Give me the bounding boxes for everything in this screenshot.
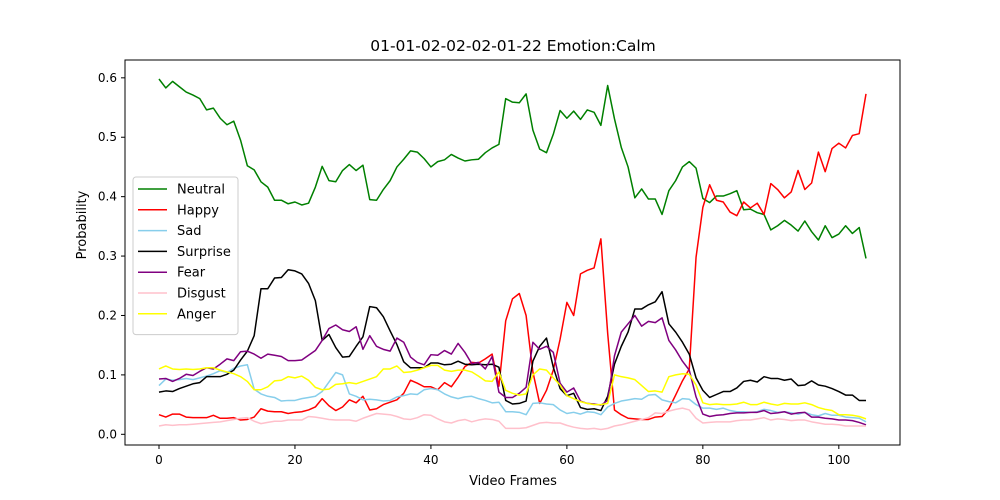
y-tick-label: 0.1: [98, 368, 117, 382]
legend-label-surprise: Surprise: [177, 245, 231, 260]
x-tick-label: 100: [827, 453, 850, 467]
legend-box: [132, 176, 239, 336]
series-line-fear: [158, 314, 867, 426]
x-axis-label: Video Frames: [469, 474, 557, 489]
y-tick-label: 0.0: [98, 427, 117, 441]
y-tick-label: 0.5: [98, 130, 117, 144]
y-tick-label: 0.4: [98, 190, 117, 204]
legend: Neutral Happy Sad Surprise Fear Disgust Anger: [132, 176, 239, 336]
legend-label-disgust: Disgust: [177, 287, 226, 302]
chart-title: 01-01-02-02-02-01-22 Emotion:Calm: [370, 37, 656, 55]
x-tick-label: 40: [423, 453, 438, 467]
series-line-disgust: [158, 407, 867, 431]
x-axis-ticks: 0 20 40 60 80 100: [155, 445, 850, 467]
y-axis-ticks: 0.0 0.1 0.2 0.3 0.4 0.5 0.6: [98, 71, 125, 441]
series-line-happy: [158, 93, 867, 421]
legend-label-sad: Sad: [177, 224, 201, 239]
x-tick-label: 0: [155, 453, 163, 467]
series-line-neutral: [158, 78, 867, 259]
x-tick-label: 20: [287, 453, 302, 467]
x-tick-label: 80: [695, 453, 710, 467]
y-tick-label: 0.6: [98, 71, 117, 85]
y-axis-label: Probability: [75, 190, 90, 259]
legend-label-neutral: Neutral: [177, 183, 225, 198]
legend-label-happy: Happy: [177, 203, 219, 218]
y-tick-label: 0.3: [98, 249, 117, 263]
legend-label-fear: Fear: [177, 266, 206, 281]
plot-lines: [158, 78, 867, 431]
legend-label-anger: Anger: [177, 307, 216, 322]
series-line-anger: [158, 364, 867, 420]
y-tick-label: 0.2: [98, 308, 117, 322]
x-tick-label: 60: [559, 453, 574, 467]
series-line-surprise: [158, 268, 867, 412]
plot-frame: [124, 59, 901, 446]
